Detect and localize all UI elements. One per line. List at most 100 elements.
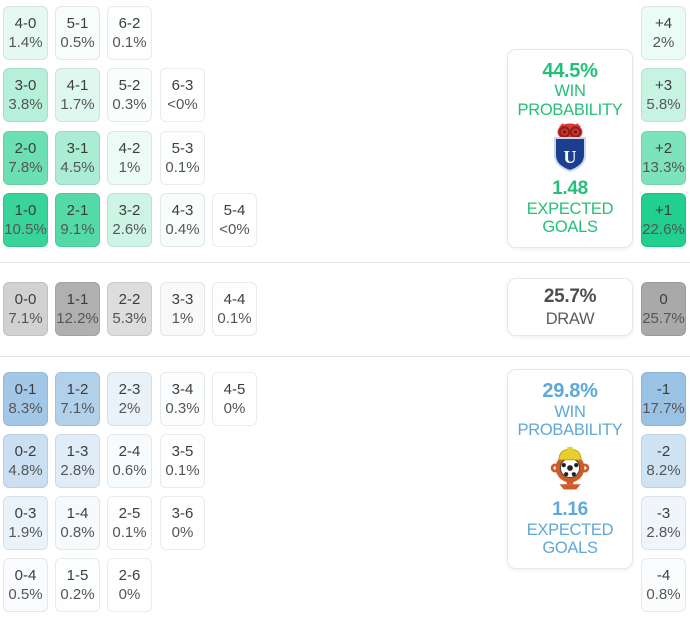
goal-diff-cell-minus-2[interactable]: -2 8.2% (641, 434, 686, 488)
score-label: 2-5 (118, 505, 141, 523)
away-win-probability-label: WIN PROBABILITY (518, 403, 623, 440)
score-label: +2 (654, 140, 673, 158)
score-cell-0-4[interactable]: 0-4 0.5% (3, 558, 48, 612)
score-cell-4-1[interactable]: 4-1 1.7% (55, 68, 100, 122)
score-label: 0 (659, 291, 668, 309)
score-cell-1-1[interactable]: 1-1 12.2% (55, 282, 100, 336)
score-cell-1-3[interactable]: 1-3 2.8% (55, 434, 100, 488)
score-label: 0-1 (14, 381, 37, 399)
goal-diff-cell-minus-1[interactable]: -1 17.7% (641, 372, 686, 426)
score-label: 4-1 (66, 77, 89, 95)
probability-label: 0.3% (165, 399, 200, 417)
score-label: 2-4 (118, 443, 141, 461)
score-label: 4-4 (223, 291, 246, 309)
score-label: 0-2 (14, 443, 37, 461)
score-cell-4-3[interactable]: 4-3 0.4% (160, 193, 205, 247)
score-cell-6-2[interactable]: 6-2 0.1% (107, 6, 152, 60)
score-label: 4-3 (171, 202, 194, 220)
score-cell-1-5[interactable]: 1-5 0.2% (55, 558, 100, 612)
score-cell-1-2[interactable]: 1-2 7.1% (55, 372, 100, 426)
probability-label: 0.2% (60, 585, 95, 603)
score-cell-3-0[interactable]: 3-0 3.8% (3, 68, 48, 122)
score-cell-0-1[interactable]: 0-1 8.3% (3, 372, 48, 426)
score-cell-3-3[interactable]: 3-3 1% (160, 282, 205, 336)
score-cell-2-0[interactable]: 2-0 7.8% (3, 131, 48, 185)
probability-label: 1% (118, 158, 141, 176)
score-label: 2-6 (118, 567, 141, 585)
goal-diff-cell-0[interactable]: 0 25.7% (641, 282, 686, 336)
xg-label-line2: GOALS (542, 218, 598, 237)
score-cell-4-4[interactable]: 4-4 0.1% (212, 282, 257, 336)
score-cell-2-5[interactable]: 2-5 0.1% (107, 496, 152, 550)
score-cell-4-2[interactable]: 4-2 1% (107, 131, 152, 185)
goal-diff-cell-plus-4[interactable]: +4 2% (641, 6, 686, 60)
home-team-logo: U (547, 122, 593, 177)
win-label-line1: WIN (554, 82, 586, 101)
probability-label: 2% (118, 399, 141, 417)
goal-diff-cell-plus-3[interactable]: +3 5.8% (641, 68, 686, 122)
probability-label: 0% (171, 523, 194, 541)
probability-label: <0% (167, 95, 198, 113)
score-label: +4 (654, 15, 673, 33)
score-label: 1-5 (66, 567, 89, 585)
score-label: 1-4 (66, 505, 89, 523)
score-cell-5-1[interactable]: 5-1 0.5% (55, 6, 100, 60)
away-expected-goals-label: EXPECTED GOALS (527, 521, 614, 558)
goal-diff-cell-minus-3[interactable]: -3 2.8% (641, 496, 686, 550)
score-cell-2-4[interactable]: 2-4 0.6% (107, 434, 152, 488)
score-cell-6-3[interactable]: 6-3 <0% (160, 68, 205, 122)
probability-label: 0.6% (112, 461, 147, 479)
probability-label: 0.1% (217, 309, 252, 327)
score-label: 3-4 (171, 381, 194, 399)
score-cell-5-4[interactable]: 5-4 <0% (212, 193, 257, 247)
score-label: 5-4 (223, 202, 246, 220)
score-cell-0-3[interactable]: 0-3 1.9% (3, 496, 48, 550)
score-cell-0-2[interactable]: 0-2 4.8% (3, 434, 48, 488)
score-label: +1 (654, 202, 673, 220)
score-cell-3-4[interactable]: 3-4 0.3% (160, 372, 205, 426)
score-label: 4-5 (223, 381, 246, 399)
away-expected-goals-value: 1.16 (552, 498, 588, 520)
probability-label: 0.1% (112, 523, 147, 541)
score-cell-2-6[interactable]: 2-6 0% (107, 558, 152, 612)
score-label: -2 (656, 443, 671, 461)
score-label: 6-3 (171, 77, 194, 95)
score-cell-1-4[interactable]: 1-4 0.8% (55, 496, 100, 550)
score-cell-2-3[interactable]: 2-3 2% (107, 372, 152, 426)
score-label: 4-2 (118, 140, 141, 158)
score-label: 3-2 (118, 202, 141, 220)
score-cell-1-0[interactable]: 1-0 10.5% (3, 193, 48, 247)
probability-label: 5.8% (646, 95, 681, 113)
score-cell-2-1[interactable]: 2-1 9.1% (55, 193, 100, 247)
probability-label: 1.4% (8, 33, 43, 51)
win-label-line1: WIN (554, 402, 586, 421)
home-expected-goals-value: 1.48 (552, 177, 588, 199)
score-cell-4-0[interactable]: 4-0 1.4% (3, 6, 48, 60)
probability-label: 1% (171, 309, 194, 327)
score-label: 3-6 (171, 505, 194, 523)
goal-diff-cell-plus-1[interactable]: +1 22.6% (641, 193, 686, 247)
score-cell-3-5[interactable]: 3-5 0.1% (160, 434, 205, 488)
probability-label: 0.5% (60, 33, 95, 51)
probability-label: 17.7% (642, 399, 685, 417)
probability-label: 0.4% (165, 220, 200, 238)
home-win-summary-card: 44.5% WIN PROBABILITY U 1.48 EXPECTED GO… (507, 49, 633, 248)
score-label: 0-3 (14, 505, 37, 523)
goal-diff-cell-plus-2[interactable]: +2 13.3% (641, 131, 686, 185)
away-team-logo (548, 442, 592, 497)
score-cell-2-2[interactable]: 2-2 5.3% (107, 282, 152, 336)
score-cell-3-2[interactable]: 3-2 2.6% (107, 193, 152, 247)
probability-label: 1.7% (60, 95, 95, 113)
score-cell-0-0[interactable]: 0-0 7.1% (3, 282, 48, 336)
goal-diff-cell-minus-4[interactable]: -4 0.8% (641, 558, 686, 612)
score-cell-4-5[interactable]: 4-5 0% (212, 372, 257, 426)
xg-label-line1: EXPECTED (526, 200, 614, 219)
probability-label: 2.8% (646, 523, 681, 541)
score-cell-5-3[interactable]: 5-3 0.1% (160, 131, 205, 185)
score-cell-5-2[interactable]: 5-2 0.3% (107, 68, 152, 122)
score-cell-3-6[interactable]: 3-6 0% (160, 496, 205, 550)
score-cell-3-1[interactable]: 3-1 4.5% (55, 131, 100, 185)
score-label: 2-0 (14, 140, 37, 158)
score-label: 1-1 (66, 291, 89, 309)
probability-label: 0% (223, 399, 246, 417)
